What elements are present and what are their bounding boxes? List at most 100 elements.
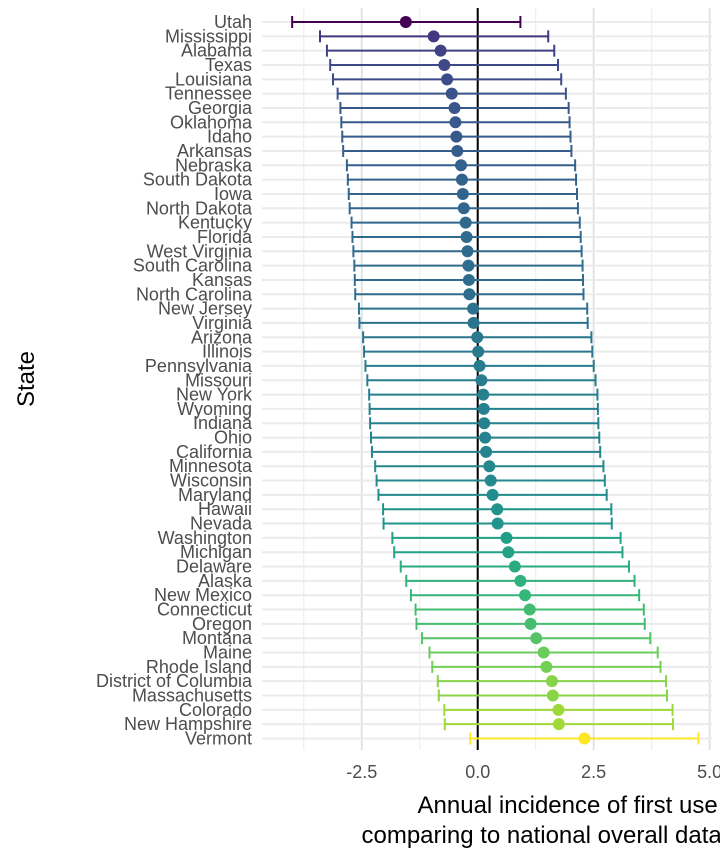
x-axis-title-line: Annual incidence of first use of marijua… (418, 792, 720, 819)
x-tick-label: -2.5 (346, 762, 377, 782)
data-point (491, 503, 504, 516)
y-tick-label: Kansas (192, 270, 252, 290)
data-point (399, 16, 412, 28)
data-point (448, 101, 461, 114)
x-tick-label: 5.0 (697, 762, 720, 782)
y-tick-label: Idaho (207, 127, 252, 147)
data-point (460, 230, 473, 243)
y-tick-label: Oregon (192, 614, 252, 634)
y-tick-label: Ohio (214, 428, 252, 448)
data-point (462, 273, 475, 286)
y-tick-label: North Carolina (136, 284, 253, 304)
y-tick-label: Alaska (198, 571, 253, 591)
y-tick-label: Maine (203, 643, 252, 663)
data-point (552, 718, 565, 731)
y-tick-label: New York (176, 385, 253, 405)
data-point (455, 173, 468, 186)
data-points (399, 16, 591, 745)
y-tick-label: Montana (182, 628, 253, 648)
y-tick-label: Pennsylvania (145, 356, 253, 376)
data-point (477, 388, 490, 401)
data-point (486, 488, 499, 501)
y-tick-label: Georgia (188, 98, 253, 118)
data-point (479, 431, 492, 444)
data-point (438, 58, 451, 71)
y-tick-label: Nevada (190, 514, 253, 534)
data-point (514, 574, 527, 587)
y-tick-label: Florida (197, 227, 253, 247)
data-point (456, 187, 469, 200)
y-tick-label: Iowa (214, 184, 253, 204)
data-point (455, 159, 468, 172)
x-tick-label: 0.0 (465, 762, 490, 782)
data-point (462, 259, 475, 272)
y-tick-label: Wyoming (177, 399, 252, 419)
data-point (480, 445, 493, 458)
y-tick-label: District of Columbia (96, 671, 253, 691)
data-point (471, 331, 484, 344)
data-point (461, 245, 474, 258)
data-point (475, 374, 488, 387)
y-tick-label: Indiana (193, 413, 253, 433)
y-tick-label: Virginia (192, 313, 253, 333)
data-point (449, 116, 462, 129)
y-tick-label: Louisiana (175, 69, 253, 89)
data-point (502, 546, 515, 559)
y-tick-label: South Carolina (133, 256, 253, 276)
data-point (477, 402, 490, 415)
data-point (451, 144, 464, 157)
y-tick-label: New Jersey (158, 299, 252, 319)
data-point (467, 302, 480, 315)
data-point (500, 531, 513, 544)
data-point (483, 460, 496, 473)
data-point (450, 130, 463, 143)
y-tick-label: Texas (205, 55, 252, 75)
data-point (578, 732, 591, 745)
y-tick-label: Vermont (185, 729, 252, 749)
x-axis-title-line: comparing to national overall data, adju… (361, 822, 720, 849)
data-point (546, 689, 559, 702)
data-point (484, 474, 497, 487)
y-tick-label: New Mexico (154, 585, 252, 605)
y-tick-label: Wisconsin (170, 471, 252, 491)
y-tick-label: Oklahoma (170, 112, 253, 132)
data-point (457, 202, 470, 215)
y-tick-label: Missouri (185, 370, 252, 390)
y-tick-label: Connecticut (157, 600, 252, 620)
data-point (545, 675, 558, 688)
data-point (459, 216, 472, 229)
y-tick-label: West Virginia (147, 241, 253, 261)
data-point (473, 359, 486, 372)
y-tick-label: Illinois (202, 342, 252, 362)
y-tick-label: Utah (214, 12, 252, 32)
y-tick-label: Arkansas (177, 141, 252, 161)
data-point (537, 646, 550, 659)
y-tick-label: Tennessee (165, 84, 252, 104)
y-tick-label: North Dakota (146, 198, 253, 218)
y-tick-label: Michigan (180, 542, 252, 562)
data-point (463, 288, 476, 301)
y-tick-label: South Dakota (143, 170, 253, 190)
y-tick-labels: UtahMississippiAlabamaTexasLouisianaTenn… (96, 12, 253, 749)
y-tick-label: Maryland (178, 485, 252, 505)
data-point (508, 560, 521, 573)
data-point (530, 632, 543, 645)
y-tick-label: Massachusetts (132, 686, 252, 706)
y-tick-label: Nebraska (175, 155, 253, 175)
y-tick-label: Minnesota (169, 456, 253, 476)
y-tick-label: Washington (158, 528, 252, 548)
y-tick-label: Rhode Island (146, 657, 252, 677)
data-point (441, 73, 454, 86)
y-tick-label: Arizona (191, 327, 253, 347)
data-point (434, 44, 447, 57)
data-point (478, 417, 491, 430)
x-tick-label: 2.5 (581, 762, 606, 782)
y-tick-label: Alabama (181, 41, 253, 61)
y-tick-label: California (176, 442, 253, 462)
data-point (467, 316, 480, 329)
y-tick-label: Hawaii (198, 499, 252, 519)
data-point (523, 603, 536, 616)
y-tick-label: Delaware (176, 557, 252, 577)
data-point (540, 660, 553, 673)
